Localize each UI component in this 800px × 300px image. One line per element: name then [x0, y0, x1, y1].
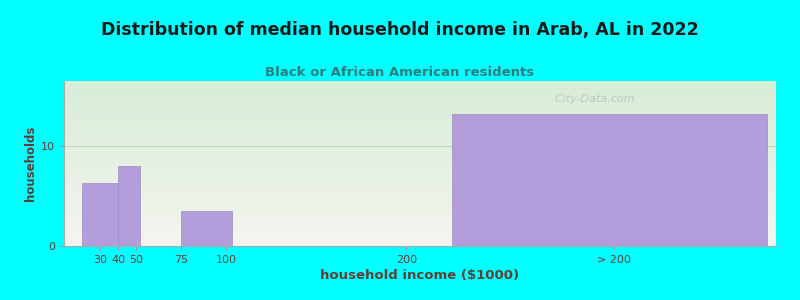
Text: Black or African American residents: Black or African American residents [266, 66, 534, 79]
Bar [181, 211, 232, 246]
Bar [451, 114, 767, 246]
X-axis label: household income ($1000): household income ($1000) [321, 269, 519, 282]
Y-axis label: households: households [24, 126, 37, 201]
Bar [82, 183, 118, 246]
Text: City-Data.com: City-Data.com [548, 94, 634, 104]
Bar [118, 166, 140, 246]
Text: Distribution of median household income in Arab, AL in 2022: Distribution of median household income … [101, 21, 699, 39]
